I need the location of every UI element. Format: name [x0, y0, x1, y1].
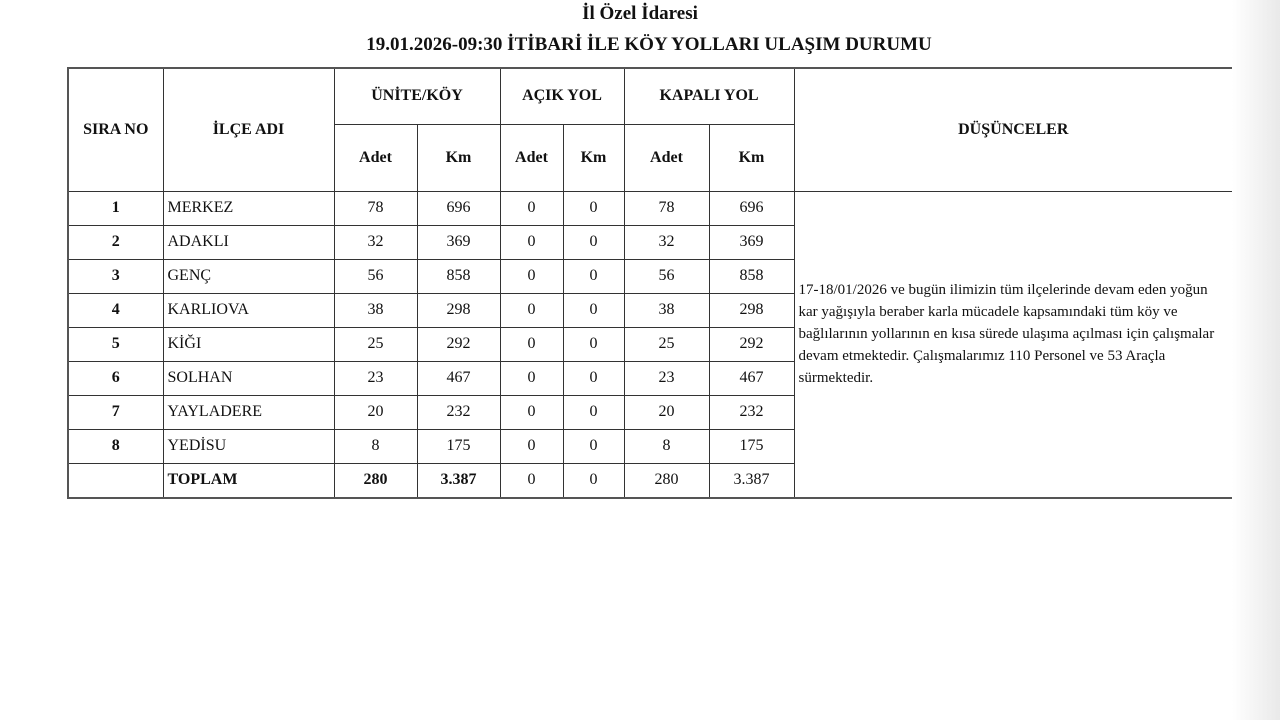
sira-no: 7 [67, 394, 164, 430]
cell-a-km: 0 [562, 360, 625, 396]
organization-title: İl Özel İdaresi [582, 3, 698, 24]
cell-a-adet: 0 [499, 428, 564, 464]
cell-a-km: 0 [562, 292, 625, 328]
cell-a-adet: 0 [499, 292, 564, 328]
total-u-adet: 280 [333, 462, 418, 498]
sira-no: 2 [67, 224, 164, 260]
total-row: TOPLAM 280 3.387 0 0 280 3.387 [67, 462, 1233, 498]
total-a-km: 0 [562, 462, 625, 498]
cell-a-adet: 0 [499, 326, 564, 362]
cell-k-km: 858 [708, 258, 795, 294]
cell-a-adet: 0 [499, 394, 564, 430]
cell-a-km: 0 [562, 394, 625, 430]
header-adet: Adet [333, 123, 418, 192]
header-sira-no: SIRA NO [67, 67, 164, 192]
cell-a-km: 0 [562, 224, 625, 260]
cell-u-adet: 20 [333, 394, 418, 430]
cell-k-km: 232 [708, 394, 795, 430]
header-adet: Adet [499, 123, 564, 192]
road-status-table: SIRA NO İLÇE ADI ÜNİTE/KÖY AÇIK YOL KAPA… [67, 67, 1234, 499]
total-k-km: 3.387 [708, 462, 795, 498]
cell-k-km: 467 [708, 360, 795, 396]
header-dusunceler: DÜŞÜNCELER [793, 67, 1234, 192]
table-row: 1 MERKEZ 78 696 0 0 78 696 17-18/01/2026 ve bugü… [67, 190, 1234, 498]
ilce-name: KARLIOVA [162, 292, 335, 328]
cell-u-km: 467 [416, 360, 501, 396]
empty-cell [67, 462, 164, 498]
ilce-name: YEDİSU [162, 428, 335, 464]
header-km: Km [416, 123, 501, 192]
table-row: 7 YAYLADERE 20 232 0 0 20 232 [67, 394, 1233, 430]
cell-u-adet: 8 [333, 428, 418, 464]
cell-k-adet: 78 [623, 190, 710, 226]
cell-a-adet: 0 [499, 258, 564, 294]
ilce-name: ADAKLI [162, 224, 335, 260]
cell-k-adet: 56 [623, 258, 710, 294]
cell-k-km: 292 [708, 326, 795, 362]
cell-u-km: 858 [416, 258, 501, 294]
sira-no: 5 [67, 326, 164, 362]
cell-a-km: 0 [562, 428, 625, 464]
header-kapali-yol: KAPALI YOL [623, 67, 795, 125]
ilce-name: YAYLADERE [162, 394, 335, 430]
cell-k-adet: 8 [623, 428, 710, 464]
cell-u-km: 298 [416, 292, 501, 328]
sira-no: 6 [67, 360, 164, 396]
cell-u-km: 369 [416, 224, 501, 260]
cell-k-adet: 38 [623, 292, 710, 328]
cell-u-km: 175 [416, 428, 501, 464]
header-ilce-adi: İLÇE ADI [162, 67, 335, 192]
cell-u-adet: 38 [333, 292, 418, 328]
cell-k-adet: 20 [623, 394, 710, 430]
report-title: 19.01.2026-09:30 İTİBARİ İLE KÖY YOLLARI… [366, 34, 932, 55]
total-k-adet: 280 [623, 462, 710, 498]
page-edge-shadow [1232, 0, 1280, 720]
ilce-name: KİĞI [162, 326, 335, 362]
sira-no: 8 [67, 428, 164, 464]
total-u-km: 3.387 [416, 462, 501, 498]
cell-u-adet: 25 [333, 326, 418, 362]
header-km: Km [708, 123, 795, 192]
sira-no: 4 [67, 292, 164, 328]
cell-a-adet: 0 [499, 360, 564, 396]
cell-a-km: 0 [562, 190, 625, 226]
table-row: 4 KARLIOVA 38 298 0 0 38 298 [67, 292, 1233, 328]
cell-a-km: 0 [562, 326, 625, 362]
cell-u-km: 696 [416, 190, 501, 226]
cell-u-adet: 56 [333, 258, 418, 294]
cell-u-adet: 32 [333, 224, 418, 260]
header-acik-yol: AÇIK YOL [499, 67, 625, 125]
cell-u-km: 232 [416, 394, 501, 430]
header-adet: Adet [623, 123, 710, 192]
table-row: 8 YEDİSU 8 175 0 0 8 175 [67, 428, 1233, 464]
sira-no: 1 [67, 190, 164, 226]
cell-k-km: 696 [708, 190, 795, 226]
header-km: Km [562, 123, 625, 192]
ilce-name: GENÇ [162, 258, 335, 294]
remarks-text: 17-18/01/2026 ve bugün ilimizin tüm ilçe… [793, 190, 1234, 498]
cell-u-adet: 23 [333, 360, 418, 396]
cell-k-km: 369 [708, 224, 795, 260]
sira-no: 3 [67, 258, 164, 294]
cell-u-adet: 78 [333, 190, 418, 226]
cell-k-adet: 25 [623, 326, 710, 362]
ilce-name: MERKEZ [162, 190, 335, 226]
total-a-adet: 0 [499, 462, 564, 498]
total-label: TOPLAM [162, 462, 335, 498]
cell-k-adet: 23 [623, 360, 710, 396]
header-unite-koy: ÜNİTE/KÖY [333, 67, 501, 125]
cell-k-km: 298 [708, 292, 795, 328]
cell-a-km: 0 [562, 258, 625, 294]
table-row: 3 GENÇ 56 858 0 0 56 858 [67, 258, 1233, 294]
cell-a-adet: 0 [499, 224, 564, 260]
cell-a-adet: 0 [499, 190, 564, 226]
cell-k-km: 175 [708, 428, 795, 464]
ilce-name: SOLHAN [162, 360, 335, 396]
cell-u-km: 292 [416, 326, 501, 362]
cell-k-adet: 32 [623, 224, 710, 260]
